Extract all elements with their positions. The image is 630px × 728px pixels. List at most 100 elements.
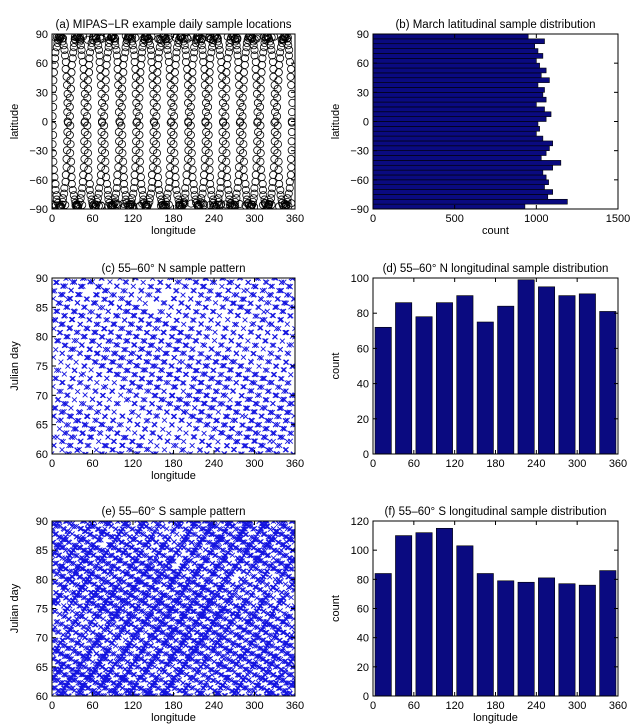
sample-point — [218, 672, 225, 678]
sample-point — [206, 54, 215, 63]
sample-point — [133, 117, 142, 126]
sample-point — [138, 589, 145, 596]
bar — [373, 160, 562, 166]
sample-point — [211, 308, 217, 315]
sample-point — [162, 300, 168, 306]
sample-point — [79, 671, 85, 678]
sample-point — [125, 330, 131, 336]
sample-point — [115, 137, 124, 146]
sample-point — [236, 547, 242, 553]
sample-point — [137, 354, 143, 360]
sample-point — [215, 292, 222, 298]
sample-point — [254, 547, 260, 554]
sample-point — [190, 608, 197, 615]
sample-point — [149, 137, 158, 146]
sample-point — [241, 54, 250, 63]
sample-point — [67, 68, 76, 77]
sample-point — [118, 664, 124, 670]
sample-point — [218, 342, 224, 348]
bar — [373, 130, 537, 137]
sample-point — [65, 130, 74, 139]
sample-point — [68, 316, 75, 323]
sample-point — [190, 531, 196, 537]
sample-point — [95, 284, 102, 290]
sample-point — [102, 442, 109, 449]
sample-point — [59, 447, 65, 453]
sample-point — [259, 191, 268, 200]
sample-point — [80, 547, 86, 553]
sample-point — [191, 317, 197, 323]
sample-point — [242, 443, 248, 449]
sample-point — [169, 130, 178, 139]
sample-point — [96, 565, 103, 572]
sample-point — [250, 292, 257, 298]
sample-point — [160, 426, 166, 433]
sample-point — [259, 317, 265, 323]
sample-point — [223, 34, 232, 41]
sample-point — [124, 659, 131, 665]
sample-point — [135, 140, 144, 149]
sample-point — [131, 400, 137, 407]
sample-point — [70, 426, 77, 432]
sample-point — [167, 371, 174, 378]
sample-point — [225, 434, 231, 441]
sample-point — [131, 81, 140, 90]
sample-point — [241, 383, 247, 390]
sample-point — [271, 624, 278, 630]
sample-point — [244, 375, 250, 382]
sample-point — [175, 547, 182, 553]
sample-point — [259, 375, 265, 382]
sample-point — [101, 685, 107, 692]
sample-point — [256, 586, 263, 593]
sample-point — [52, 434, 57, 440]
sample-point — [194, 300, 201, 306]
sample-point — [188, 68, 197, 77]
sample-point — [84, 568, 90, 575]
sample-point — [198, 34, 207, 43]
sample-point — [183, 671, 190, 678]
sample-point — [224, 375, 230, 382]
sample-point — [97, 547, 103, 553]
sample-point — [194, 388, 201, 394]
sample-point — [215, 679, 221, 686]
sample-point — [52, 317, 56, 323]
sample-point — [128, 380, 135, 386]
sample-point — [170, 68, 179, 77]
sample-point — [59, 291, 65, 298]
sample-point — [93, 602, 100, 609]
sample-point — [75, 291, 81, 298]
sample-point — [197, 679, 203, 686]
sample-point — [176, 359, 183, 365]
sample-point — [267, 526, 274, 533]
sample-point — [109, 447, 115, 453]
sample-point — [170, 149, 179, 158]
sample-point — [108, 358, 115, 365]
sample-point — [83, 140, 92, 149]
sample-point — [170, 76, 179, 85]
sample-point — [281, 300, 287, 306]
sample-point — [218, 163, 227, 172]
sample-point — [217, 372, 223, 378]
sample-point — [286, 672, 292, 678]
sample-point — [262, 367, 269, 373]
sample-point — [130, 51, 139, 60]
x-axis-label: longitude — [151, 470, 196, 482]
sample-point — [118, 76, 127, 85]
sample-point — [153, 539, 159, 545]
sample-point — [136, 568, 142, 575]
sample-point — [197, 291, 204, 298]
sample-point — [119, 173, 128, 182]
sample-point — [278, 405, 285, 411]
panel-title: (d) 55–60° N longitudinal sample distrib… — [383, 263, 609, 275]
sample-point — [193, 34, 202, 40]
sample-point — [54, 308, 60, 315]
sample-point — [133, 362, 140, 369]
sample-point — [172, 48, 181, 57]
sample-point — [127, 330, 133, 336]
sample-point — [189, 442, 195, 449]
sample-point — [285, 57, 294, 66]
sample-point — [99, 304, 106, 311]
sample-point — [282, 552, 288, 559]
sample-point — [174, 337, 180, 344]
sample-point — [95, 371, 102, 378]
